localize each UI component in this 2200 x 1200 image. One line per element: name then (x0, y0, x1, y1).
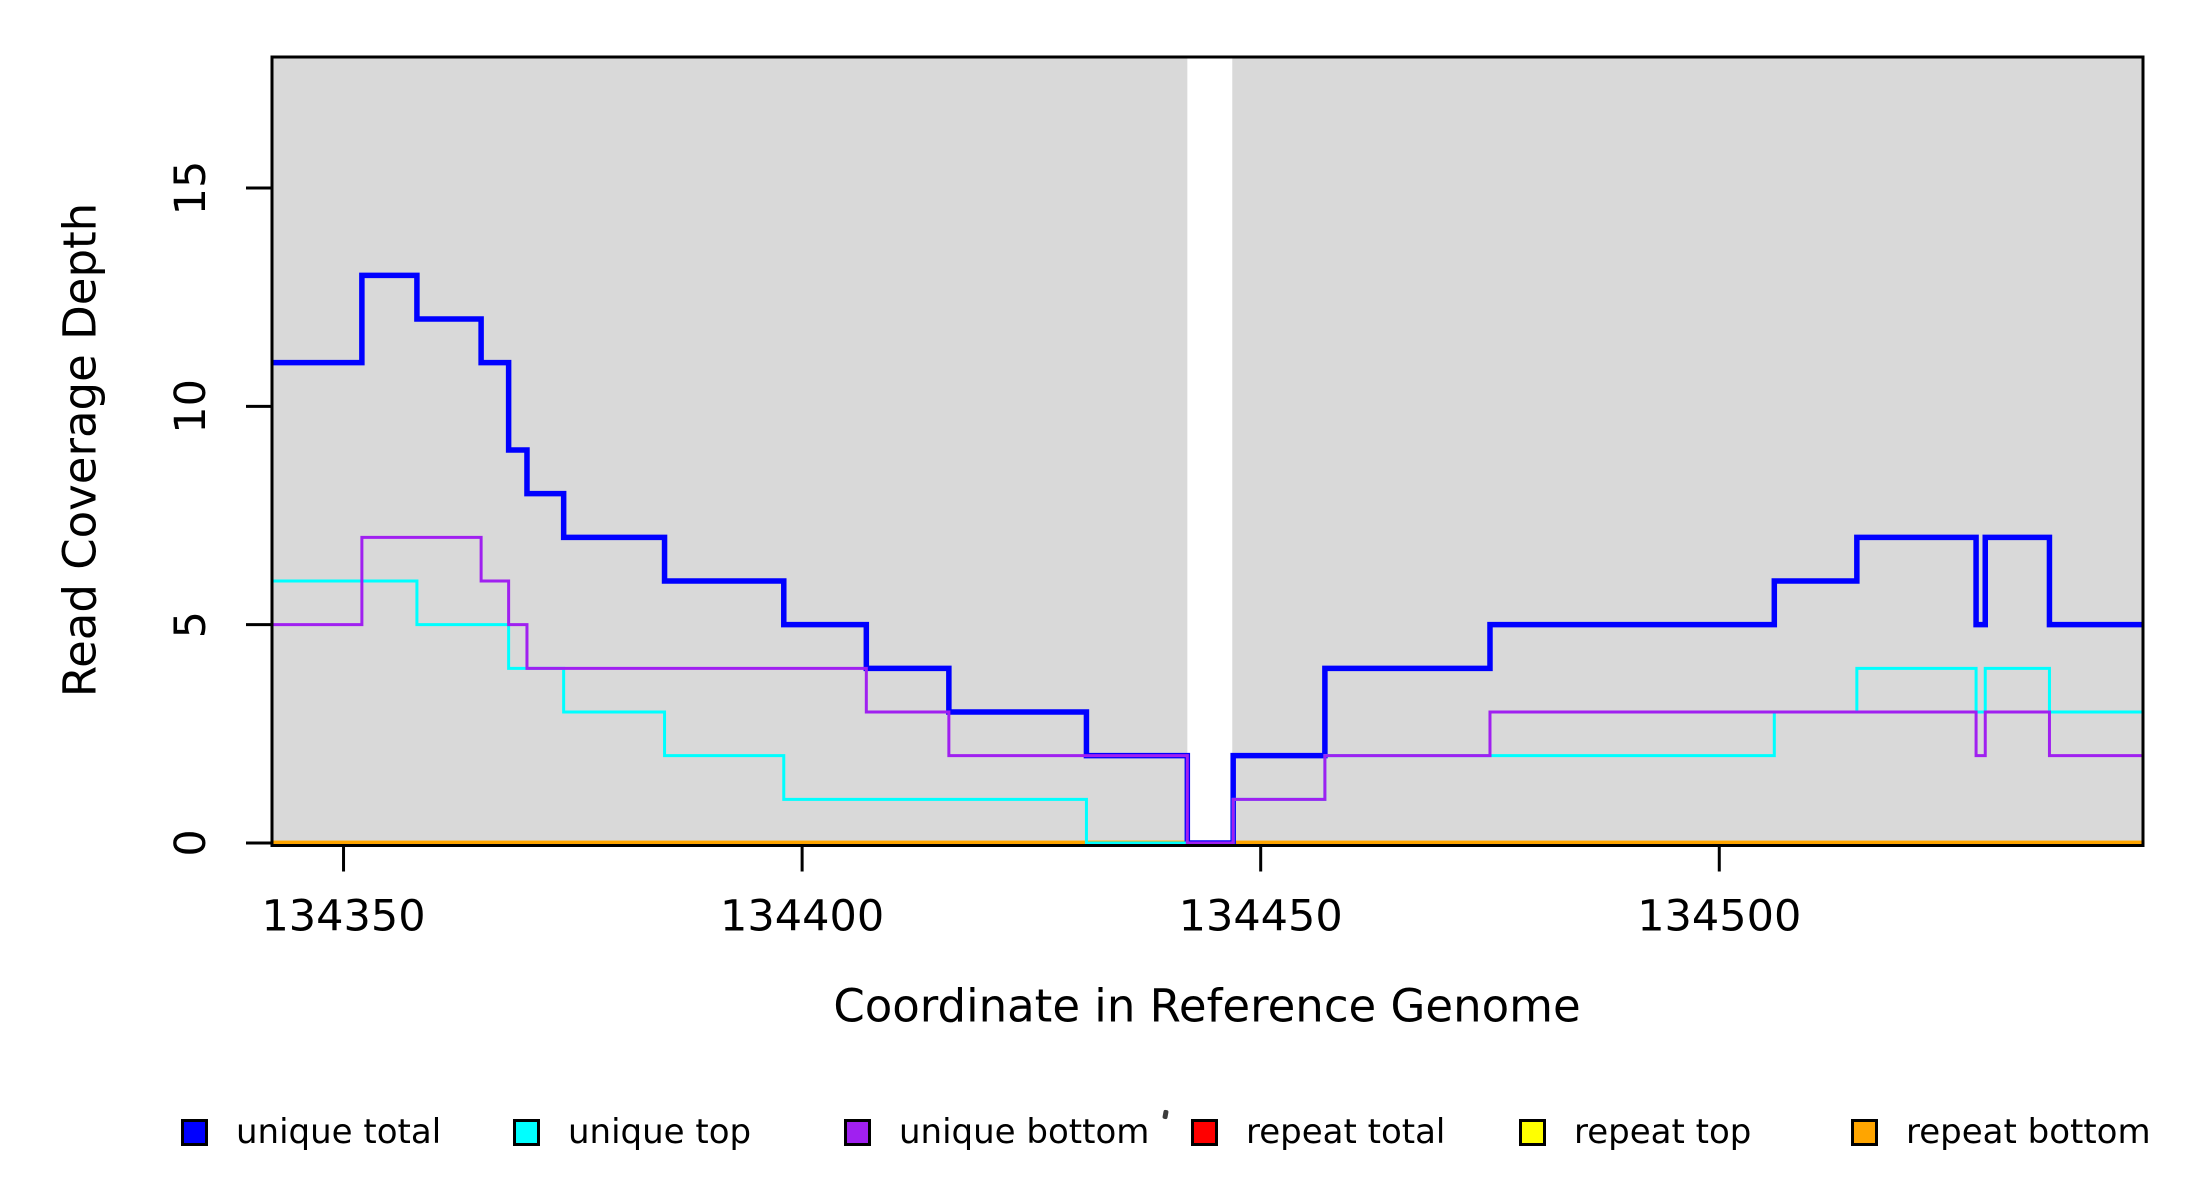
plot-panel-1 (1232, 57, 2143, 846)
legend-item-unique-top: unique top (513, 1114, 751, 1150)
legend-swatch-unique-top (513, 1118, 540, 1146)
legend-item-repeat-total: repeat total (1191, 1114, 1445, 1150)
series-unique-total (272, 272, 2143, 846)
y-tick-label: 0 (166, 829, 216, 856)
y-axis-title: Read Coverage Depth (53, 202, 107, 698)
legend-swatch-repeat-top (1519, 1118, 1546, 1146)
legend-label-repeat-top: repeat top (1574, 1112, 1752, 1152)
legend-item-unique-bottom: unique bottom (844, 1114, 1149, 1150)
y-tick-label: 5 (166, 611, 216, 638)
legend-swatch-unique-total (181, 1118, 208, 1146)
legend-swatch-repeat-total (1191, 1118, 1218, 1146)
legend-label-repeat-total: repeat total (1246, 1112, 1446, 1152)
legend-item-repeat-bottom: repeat bottom (1851, 1114, 2151, 1150)
legend-label-unique-top: unique top (568, 1112, 752, 1152)
plot-box (270, 55, 2145, 847)
x-tick-label: 134500 (1637, 892, 1801, 942)
legend-label-repeat-bottom: repeat bottom (1906, 1112, 2151, 1152)
legend-item-unique-total: unique total (181, 1114, 441, 1150)
legend-swatch-unique-bottom (844, 1118, 871, 1146)
legend-swatch-repeat-bottom (1851, 1118, 1878, 1146)
legend-item-repeat-top: repeat top (1519, 1114, 1751, 1150)
series-unique-bottom (272, 535, 2143, 845)
x-tick-label: 134400 (720, 892, 884, 942)
legend-label-unique-bottom: unique bottom (899, 1112, 1150, 1152)
x-tick-label: 134350 (261, 892, 425, 942)
y-tick-label: 15 (166, 161, 216, 216)
plot-panel-0 (272, 57, 1188, 846)
x-tick-label: 134450 (1179, 892, 1343, 942)
x-axis-title: Coordinate in Reference Genome (833, 979, 1581, 1033)
legend-label-unique-total: unique total (236, 1112, 442, 1152)
y-tick-label: 10 (166, 379, 216, 434)
